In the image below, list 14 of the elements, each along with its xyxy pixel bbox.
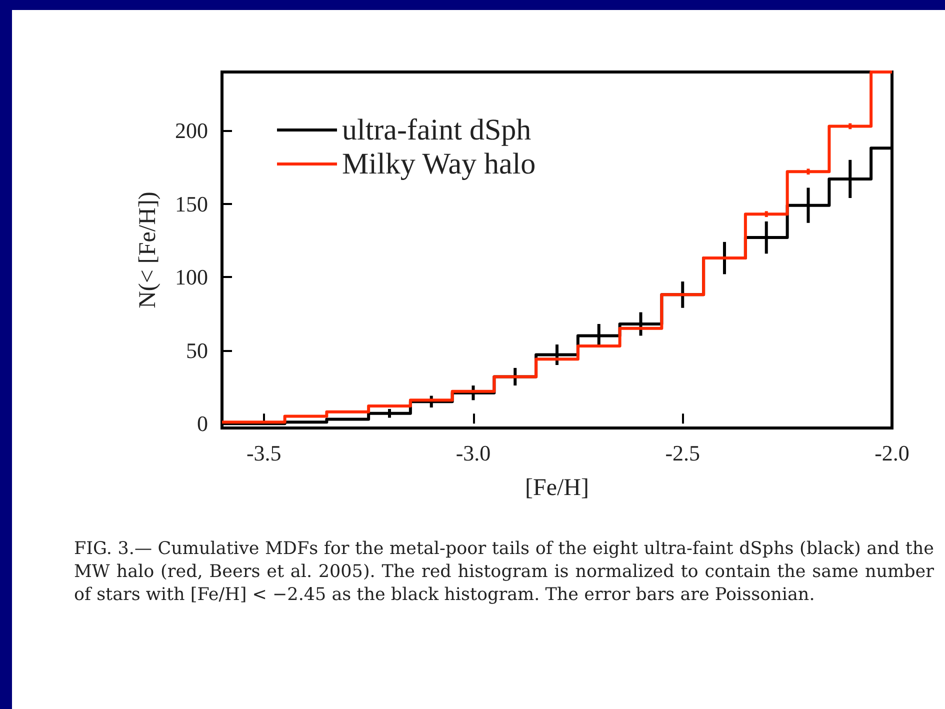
legend-label: Milky Way halo bbox=[342, 148, 536, 180]
y-tick-label: 0 bbox=[197, 411, 208, 436]
x-axis-title: [Fe/H] bbox=[525, 475, 589, 501]
y-axis-title: N(< [Fe/H]) bbox=[135, 192, 161, 308]
legend-label: ultra-faint dSph bbox=[342, 114, 532, 146]
y-tick-label: 50 bbox=[186, 338, 208, 363]
y-tick-label: 200 bbox=[175, 118, 208, 144]
x-tick-label: -2.5 bbox=[665, 440, 700, 466]
x-tick-label: -2.0 bbox=[874, 440, 910, 466]
caption: FIG. 3.— Cumulative MDFs for the metal-poor tails of the eight ultra-faint dSphs (black) and the MW halo (red, Beers et al. 2005). The red histogram is normalized to contain the same number of stars with [Fe/H] < −2.45 as the black histogram. The error bars are Poissonian. bbox=[74, 538, 934, 607]
y-tick-label: 150 bbox=[175, 191, 208, 216]
y-tick-label: 100 bbox=[175, 264, 208, 290]
x-tick-label: -3.0 bbox=[456, 440, 491, 466]
x-tick-label: -3.5 bbox=[246, 440, 282, 466]
